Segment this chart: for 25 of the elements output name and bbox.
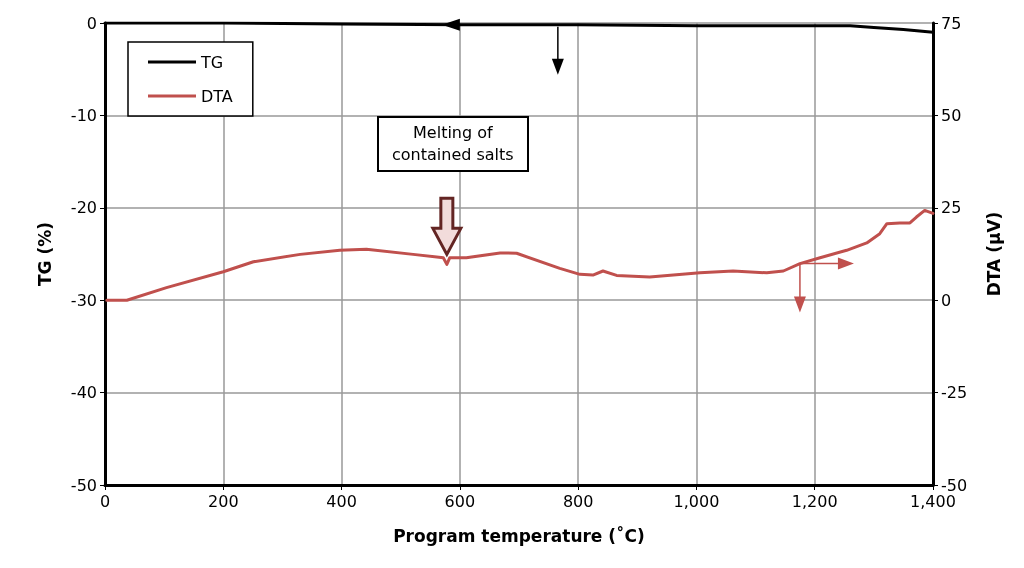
y2-axis-title: DTA (μV) [983, 211, 1004, 297]
x-tick-label: 1,200 [791, 491, 838, 511]
x-tick-label: 200 [208, 491, 239, 511]
legend-label: DTA [201, 86, 233, 106]
legend-label: TG [200, 52, 224, 72]
x-tick-label: 400 [326, 491, 357, 511]
y2-tick-label: 0 [941, 290, 952, 310]
x-tick-label: 0 [99, 491, 111, 511]
y2-tick-label: 50 [941, 105, 962, 125]
y-tick-label: -40 [70, 383, 97, 403]
y-tick-label: -50 [70, 475, 97, 495]
x-tick-label: 1,000 [673, 491, 720, 511]
y2-tick-label: 75 [941, 13, 962, 33]
y2-tick-label: 25 [941, 198, 962, 218]
x-tick-label: 600 [444, 491, 476, 511]
y-tick-label: -20 [70, 198, 97, 218]
y2-tick-label: -25 [941, 383, 968, 403]
y-tick-label: -10 [70, 105, 97, 125]
y-tick-label: 0 [86, 13, 97, 33]
line-series [105, 208, 935, 302]
annotation: Melting of contained salts [376, 116, 529, 172]
x-axis-title: Program temperature (˚C) [393, 524, 645, 546]
x-tick-label: 800 [562, 491, 594, 511]
y-tick-label: -30 [70, 290, 97, 310]
y-axis-title: TG (%) [34, 221, 55, 287]
